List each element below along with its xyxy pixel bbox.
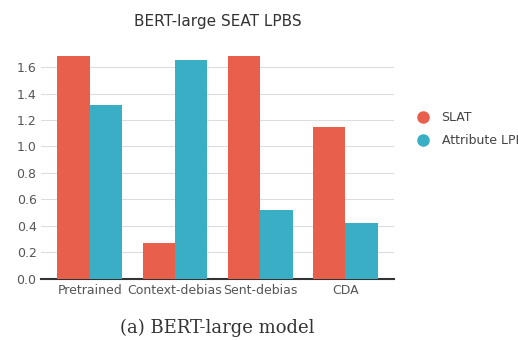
Bar bbox=[142, 243, 175, 279]
Title: BERT-large SEAT LPBS: BERT-large SEAT LPBS bbox=[134, 14, 301, 29]
Bar bbox=[90, 105, 122, 279]
Bar bbox=[175, 61, 207, 279]
Bar bbox=[57, 56, 90, 279]
Legend: SLAT, Attribute LPBS: SLAT, Attribute LPBS bbox=[410, 111, 518, 147]
Bar bbox=[260, 210, 293, 279]
Bar bbox=[346, 223, 378, 279]
Bar bbox=[313, 126, 346, 279]
Text: (a) BERT-large model: (a) BERT-large model bbox=[120, 319, 315, 337]
Bar bbox=[228, 56, 260, 279]
